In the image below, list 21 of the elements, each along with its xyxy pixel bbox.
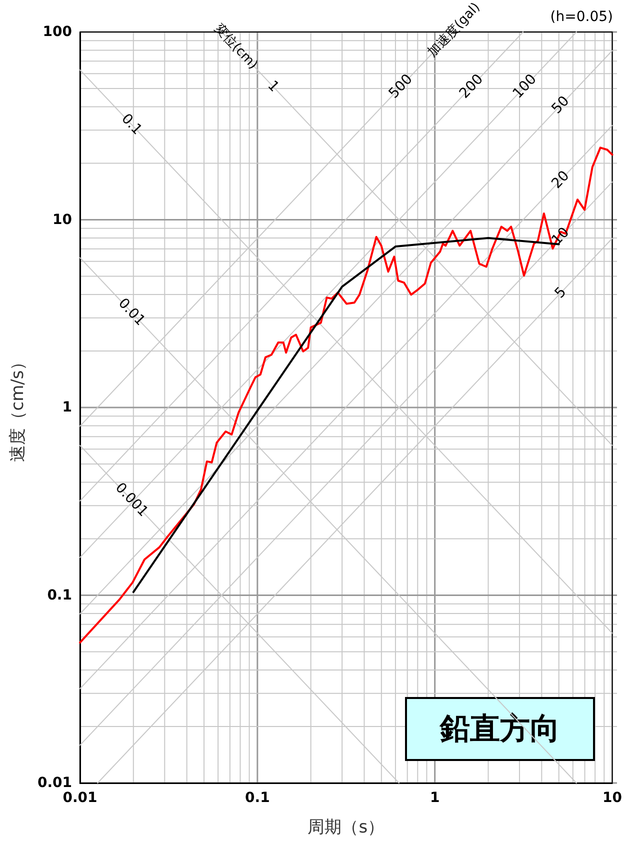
- text: 50: [548, 93, 573, 118]
- y-tick-label: 100: [42, 24, 72, 40]
- text: 20: [548, 168, 573, 192]
- x-tick-label: 10: [602, 790, 622, 806]
- text: 0.1: [118, 110, 145, 138]
- text: 1: [264, 78, 282, 96]
- y-tick-label: 0.1: [47, 587, 72, 604]
- text: 500: [386, 71, 416, 102]
- x-axis-title: 周期（s）: [308, 818, 385, 838]
- y-tick-label: 1: [62, 400, 72, 416]
- annotation: 鉛直方向: [439, 712, 560, 746]
- text: (h=0.05): [550, 9, 614, 25]
- x-tick-label: 0.1: [245, 790, 270, 806]
- text: 10: [548, 224, 573, 248]
- y-tick-label: 10: [52, 212, 72, 228]
- y-tick-label: 0.01: [37, 775, 72, 791]
- text: 5: [552, 284, 570, 302]
- text: 100: [510, 71, 540, 102]
- y-axis-title: 速度（cm/s）: [8, 353, 28, 462]
- x-tick-label: 0.01: [62, 790, 98, 806]
- x-tick-label: 1: [430, 790, 440, 806]
